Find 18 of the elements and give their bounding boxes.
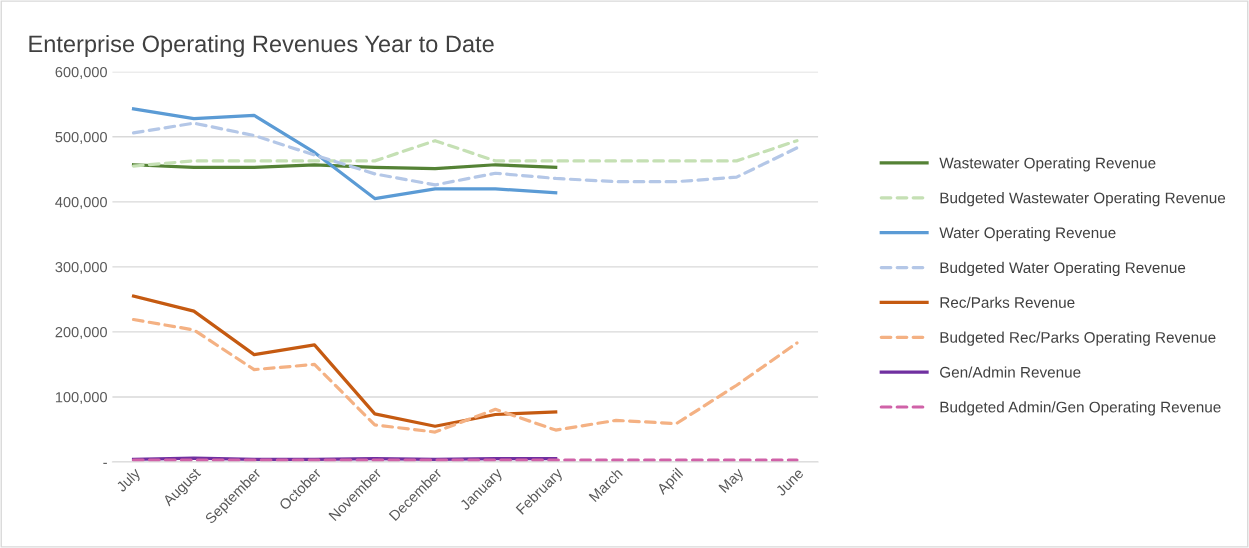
y-tick-label: 500,000 xyxy=(55,131,107,144)
y-tick-label: 100,000 xyxy=(55,392,107,405)
x-tick-label: July xyxy=(115,466,144,495)
y-tick-label: 200,000 xyxy=(55,327,107,340)
legend-label: Budgeted Rec/Parks Operating Revenue xyxy=(940,331,1216,346)
y-tick-label: - xyxy=(103,462,107,464)
legend-label: Budgeted Water Operating Revenue xyxy=(940,261,1186,277)
chart-title: Enterprise Operating Revenues Year to Date xyxy=(29,34,494,57)
legend-label: Budgeted Wastewater Operating Revenue xyxy=(940,192,1226,207)
legend-label: Rec/Parks Revenue xyxy=(940,296,1075,308)
legend-label: Gen/Admin Revenue xyxy=(940,366,1081,378)
legend-label: Water Operating Revenue xyxy=(939,226,1116,242)
legend-label: Wastewater Operating Revenue xyxy=(939,157,1156,172)
y-tick-label: 300,000 xyxy=(55,261,107,275)
y-tick-label: 400,000 xyxy=(55,196,107,209)
x-tick-label: May xyxy=(718,467,747,496)
legend-label: Budgeted Admin/Gen Operating Revenue xyxy=(940,401,1221,416)
y-tick-label: 600,000 xyxy=(55,66,107,79)
